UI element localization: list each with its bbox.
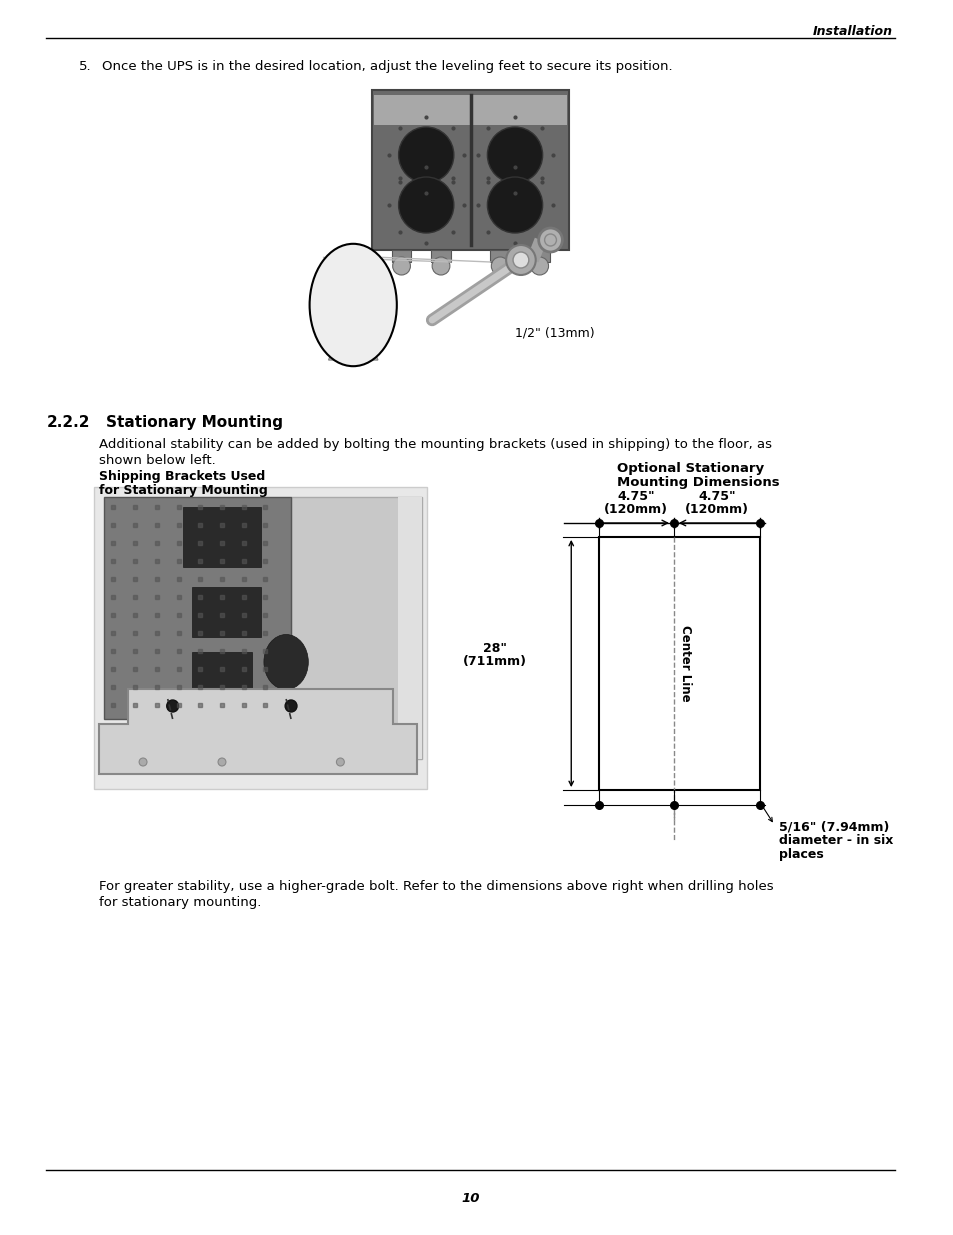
Polygon shape	[104, 496, 291, 719]
Text: for Stationary Mounting: for Stationary Mounting	[98, 484, 267, 496]
Text: Additional stability can be added by bolting the mounting brackets (used in ship: Additional stability can be added by bol…	[98, 438, 771, 451]
Circle shape	[487, 177, 542, 233]
Text: Once the UPS is in the desired location, adjust the leveling feet to secure its : Once the UPS is in the desired location,…	[102, 61, 672, 73]
Text: 5.: 5.	[79, 61, 91, 73]
Polygon shape	[344, 325, 361, 345]
Circle shape	[538, 228, 561, 252]
Polygon shape	[291, 496, 422, 760]
Circle shape	[218, 758, 226, 766]
Text: 10: 10	[461, 1192, 479, 1205]
Polygon shape	[328, 348, 377, 359]
Polygon shape	[182, 508, 261, 567]
Text: 1/2" (13mm): 1/2" (13mm)	[515, 327, 594, 340]
Text: Optional Stationary: Optional Stationary	[616, 462, 763, 475]
Polygon shape	[93, 487, 427, 789]
Circle shape	[398, 127, 454, 183]
Text: 28": 28"	[483, 642, 507, 655]
Text: 4.75": 4.75"	[698, 490, 735, 503]
Text: 5/16" (7.94mm): 5/16" (7.94mm)	[779, 820, 889, 832]
Circle shape	[285, 700, 296, 713]
Text: shown below left.: shown below left.	[98, 454, 215, 467]
Text: places: places	[779, 848, 823, 861]
Text: For greater stability, use a higher-grade bolt. Refer to the dimensions above ri: For greater stability, use a higher-grad…	[98, 881, 773, 893]
Circle shape	[398, 177, 454, 233]
Text: Center Line: Center Line	[679, 625, 691, 701]
Polygon shape	[397, 496, 422, 760]
Ellipse shape	[264, 635, 308, 689]
Polygon shape	[490, 249, 510, 262]
Polygon shape	[372, 90, 569, 249]
Circle shape	[393, 257, 410, 275]
Ellipse shape	[310, 243, 396, 367]
Text: Stationary Mounting: Stationary Mounting	[106, 415, 282, 430]
Polygon shape	[374, 95, 567, 125]
Polygon shape	[98, 689, 416, 774]
Text: Mounting Dimensions: Mounting Dimensions	[616, 475, 779, 489]
Circle shape	[530, 257, 548, 275]
Text: (120mm): (120mm)	[684, 503, 748, 516]
Text: diameter - in six: diameter - in six	[779, 834, 893, 847]
Circle shape	[491, 257, 509, 275]
Circle shape	[139, 758, 147, 766]
Text: Installation: Installation	[812, 25, 892, 38]
Circle shape	[167, 700, 178, 713]
Circle shape	[336, 758, 344, 766]
Text: for stationary mounting.: for stationary mounting.	[98, 897, 261, 909]
Text: 2.2.2: 2.2.2	[47, 415, 90, 430]
Text: Shipping Brackets Used: Shipping Brackets Used	[98, 471, 265, 483]
Polygon shape	[431, 249, 451, 262]
Circle shape	[432, 257, 450, 275]
Text: (711mm): (711mm)	[463, 655, 527, 668]
Circle shape	[513, 252, 528, 268]
Polygon shape	[337, 290, 369, 298]
Polygon shape	[529, 249, 549, 262]
Polygon shape	[193, 652, 252, 697]
Text: (120mm): (120mm)	[604, 503, 668, 516]
Polygon shape	[392, 249, 411, 262]
Polygon shape	[193, 587, 261, 637]
Circle shape	[487, 127, 542, 183]
Circle shape	[506, 245, 536, 275]
Text: 4.75": 4.75"	[617, 490, 655, 503]
